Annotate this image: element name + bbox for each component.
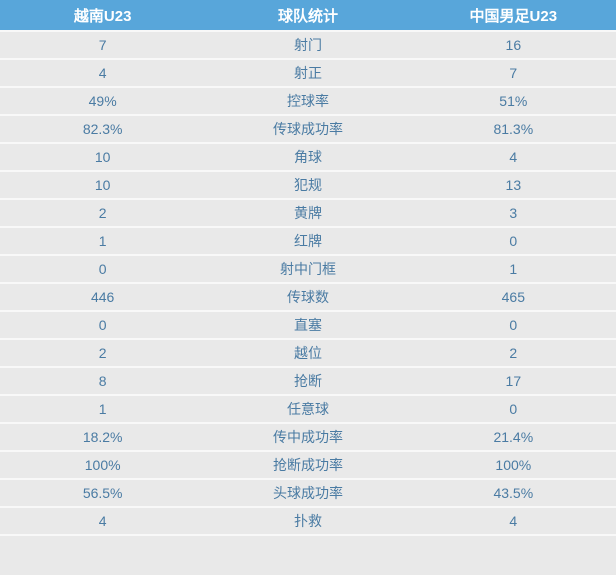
table-row: 82.3% 传球成功率 81.3% <box>0 114 616 142</box>
away-value: 21.4% <box>493 429 534 445</box>
away-value: 81.3% <box>493 121 534 137</box>
stat-label: 直塞 <box>293 317 322 333</box>
home-value: 7 <box>98 37 107 53</box>
table-row: 1 红牌 0 <box>0 226 616 254</box>
table-row: 56.5% 头球成功率 43.5% <box>0 478 616 506</box>
home-value: 100% <box>84 457 121 473</box>
stat-label: 角球 <box>293 149 322 165</box>
home-value: 0 <box>98 317 107 333</box>
away-value: 0 <box>509 233 518 249</box>
stat-label: 射门 <box>293 37 322 53</box>
table-header-row: 越南U23 球队统计 中国男足U23 <box>0 0 616 30</box>
stat-label: 射中门框 <box>279 261 336 277</box>
header-away-team: 中国男足U23 <box>469 7 558 25</box>
stat-label: 黄牌 <box>293 205 322 221</box>
stat-label: 抢断成功率 <box>272 457 343 473</box>
stat-label: 红牌 <box>293 233 322 249</box>
table-row: 18.2% 传中成功率 21.4% <box>0 422 616 450</box>
stat-label: 任意球 <box>286 401 329 417</box>
away-value: 7 <box>509 65 518 81</box>
away-value: 16 <box>505 37 522 53</box>
stats-table-body: 7 射门 16 4 射正 7 49% 控球率 51% 82.3% 传球成功率 81.3% 10 角球 4 10… <box>0 30 616 534</box>
table-row: 4 扑救 4 <box>0 506 616 534</box>
away-value: 1 <box>509 261 518 277</box>
home-value: 4 <box>98 513 107 529</box>
stat-label: 抢断 <box>293 373 322 389</box>
away-value: 17 <box>505 373 522 389</box>
table-row: 4 射正 7 <box>0 58 616 86</box>
away-value: 51% <box>499 93 528 109</box>
home-value: 10 <box>94 177 111 193</box>
stat-label: 传球成功率 <box>272 121 343 137</box>
table-row: 2 黄牌 3 <box>0 198 616 226</box>
home-value: 56.5% <box>82 485 123 501</box>
table-row: 49% 控球率 51% <box>0 86 616 114</box>
home-value: 82.3% <box>82 121 123 137</box>
stat-label: 越位 <box>293 345 322 361</box>
away-value: 2 <box>509 345 518 361</box>
table-row: 446 传球数 465 <box>0 282 616 310</box>
stat-label: 扑救 <box>293 513 322 529</box>
home-value: 10 <box>94 149 111 165</box>
away-value: 100% <box>495 457 532 473</box>
home-value: 1 <box>98 401 107 417</box>
table-row: 8 抢断 17 <box>0 366 616 394</box>
away-value: 3 <box>509 205 518 221</box>
header-home-team: 越南U23 <box>73 7 132 25</box>
home-value: 2 <box>98 205 107 221</box>
table-row: 10 角球 4 <box>0 142 616 170</box>
stat-label: 传球数 <box>286 289 329 305</box>
stat-label: 射正 <box>293 65 322 81</box>
stat-label: 犯规 <box>293 177 322 193</box>
stat-label: 头球成功率 <box>272 485 343 501</box>
home-value: 446 <box>90 289 115 305</box>
away-value: 4 <box>509 513 518 529</box>
header-stats-title: 球队统计 <box>277 7 338 25</box>
table-row: 0 射中门框 1 <box>0 254 616 282</box>
away-value: 0 <box>509 401 518 417</box>
home-value: 2 <box>98 345 107 361</box>
table-row: 0 直塞 0 <box>0 310 616 338</box>
stat-label: 控球率 <box>286 93 329 109</box>
partial-next-row <box>0 534 616 537</box>
home-value: 8 <box>98 373 107 389</box>
home-value: 0 <box>98 261 107 277</box>
stat-label: 传中成功率 <box>272 429 343 445</box>
away-value: 43.5% <box>493 485 534 501</box>
away-value: 0 <box>509 317 518 333</box>
home-value: 49% <box>88 93 117 109</box>
table-row: 2 越位 2 <box>0 338 616 366</box>
home-value: 4 <box>98 65 107 81</box>
away-value: 13 <box>505 177 522 193</box>
home-value: 18.2% <box>82 429 123 445</box>
home-value: 1 <box>98 233 107 249</box>
table-row: 100% 抢断成功率 100% <box>0 450 616 478</box>
away-value: 4 <box>509 149 518 165</box>
table-row: 7 射门 16 <box>0 30 616 58</box>
table-row: 1 任意球 0 <box>0 394 616 422</box>
table-row: 10 犯规 13 <box>0 170 616 198</box>
away-value: 465 <box>501 289 525 305</box>
